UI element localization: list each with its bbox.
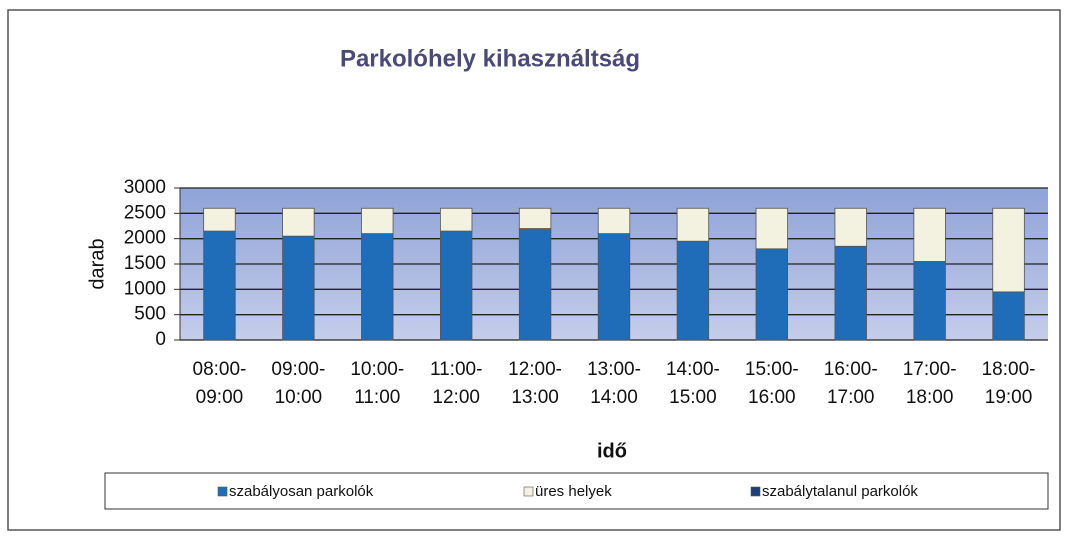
x-tick-label: 15:00 bbox=[669, 387, 717, 408]
legend-swatch bbox=[750, 486, 761, 497]
x-tick-label: 19:00 bbox=[985, 387, 1033, 408]
x-tick-label: 18:00 bbox=[906, 387, 954, 408]
bar-segment bbox=[676, 240, 710, 341]
x-tick-label: 11:00- bbox=[430, 359, 482, 380]
bar-segment bbox=[992, 207, 1025, 293]
x-tick-label: 10:00 bbox=[275, 387, 323, 408]
y-tick-label: 500 bbox=[134, 304, 166, 325]
bar-segment bbox=[439, 230, 473, 341]
bar-segment bbox=[518, 207, 552, 229]
x-tick-label: 09:00- bbox=[271, 359, 325, 380]
legend-label: üres helyek bbox=[535, 483, 612, 500]
legend bbox=[104, 472, 1049, 510]
x-tick-label: 17:00 bbox=[827, 387, 875, 408]
y-tick-label: 1500 bbox=[124, 253, 166, 274]
bar-segment bbox=[834, 245, 867, 341]
bar-segment bbox=[913, 261, 946, 341]
x-tick-label: 13:00- bbox=[587, 359, 641, 380]
x-tick-label: 16:00 bbox=[748, 387, 796, 408]
bar-segment bbox=[597, 207, 631, 234]
bar-segment bbox=[282, 235, 315, 341]
x-tick-label: 15:00- bbox=[745, 359, 799, 380]
x-tick-label: 09:00 bbox=[196, 387, 244, 408]
x-tick-label: 16:00- bbox=[824, 359, 878, 380]
bar-segment bbox=[361, 207, 394, 234]
frame bbox=[7, 9, 1061, 531]
bar-segment bbox=[992, 291, 1025, 341]
y-tick-label: 3000 bbox=[124, 177, 166, 198]
x-tick-label: 14:00 bbox=[590, 387, 638, 408]
x-tick-label: 13:00 bbox=[511, 387, 559, 408]
bar-segment bbox=[755, 248, 789, 341]
x-tick-label: 18:00- bbox=[982, 359, 1036, 380]
y-tick-label: 0 bbox=[155, 329, 166, 350]
bar-segment bbox=[439, 207, 473, 232]
bar-segment bbox=[203, 230, 236, 341]
bar-segment bbox=[518, 228, 552, 341]
legend-swatch bbox=[523, 486, 534, 497]
y-tick-label: 2000 bbox=[124, 228, 166, 249]
bar-segment bbox=[913, 207, 946, 262]
y-tick-label: 1000 bbox=[124, 278, 166, 299]
bar-segment bbox=[361, 233, 394, 341]
bar-segment bbox=[834, 207, 867, 247]
bar-segment bbox=[755, 207, 789, 250]
legend-label: szabályosan parkolók bbox=[229, 483, 374, 500]
x-tick-label: 10:00- bbox=[350, 359, 404, 380]
y-tick-label: 2500 bbox=[124, 202, 166, 223]
x-tick-label: 12:00- bbox=[508, 359, 562, 380]
x-axis-label: idő bbox=[597, 440, 627, 462]
x-tick-label: 08:00- bbox=[193, 359, 247, 380]
y-axis-label: darab bbox=[86, 238, 108, 289]
chart-title: Parkolóhely kihasználtság bbox=[340, 45, 640, 72]
legend-swatch bbox=[217, 486, 228, 497]
x-tick-label: 17:00- bbox=[903, 359, 957, 380]
x-tick-label: 11:00 bbox=[354, 387, 400, 408]
bar-segment bbox=[282, 207, 315, 237]
legend-label: szabálytalanul parkolók bbox=[762, 483, 918, 500]
bar-segment bbox=[676, 207, 710, 242]
bar-segment bbox=[597, 233, 631, 341]
bar-segment bbox=[203, 207, 236, 232]
x-tick-label: 12:00 bbox=[432, 387, 480, 408]
x-tick-label: 14:00- bbox=[666, 359, 720, 380]
